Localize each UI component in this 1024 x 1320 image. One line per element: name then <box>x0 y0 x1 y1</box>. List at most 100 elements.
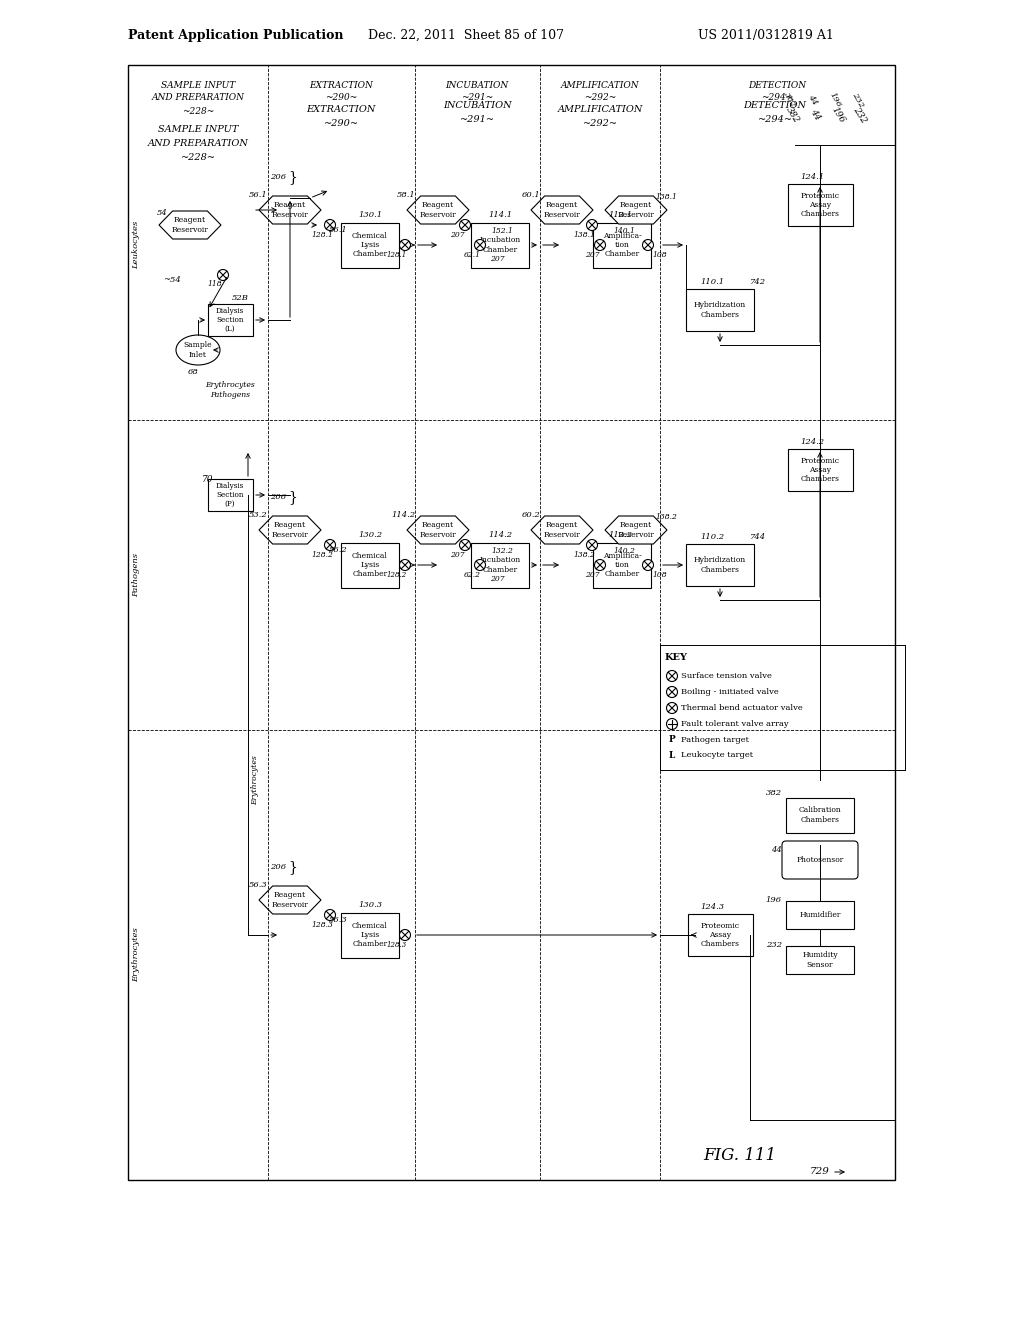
Circle shape <box>325 909 336 920</box>
Text: INCUBATION: INCUBATION <box>445 81 509 90</box>
Text: 128.2: 128.2 <box>311 550 333 558</box>
Text: Fault tolerant valve array: Fault tolerant valve array <box>681 719 788 729</box>
Circle shape <box>474 239 485 251</box>
Text: ~228~: ~228~ <box>180 153 215 162</box>
Text: ~292~: ~292~ <box>584 94 616 103</box>
Text: 44: 44 <box>806 94 818 107</box>
Text: Incubation
Chamber: Incubation Chamber <box>479 557 520 574</box>
Text: }: } <box>288 170 297 183</box>
Text: 114.2: 114.2 <box>488 531 512 539</box>
Text: P: P <box>669 735 676 744</box>
Text: Amplifica-
tion
Chamber: Amplifica- tion Chamber <box>603 232 641 259</box>
Text: ~228~: ~228~ <box>182 107 214 116</box>
FancyBboxPatch shape <box>341 543 399 587</box>
Text: Reagent
Reservoir: Reagent Reservoir <box>544 202 581 219</box>
Text: 56.3: 56.3 <box>249 880 268 888</box>
Text: 232: 232 <box>852 106 868 124</box>
Text: 62.2: 62.2 <box>464 572 480 579</box>
Text: Dialysis
Section
(P): Dialysis Section (P) <box>216 482 244 508</box>
Text: US 2011/0312819 A1: US 2011/0312819 A1 <box>698 29 834 41</box>
Circle shape <box>325 540 336 550</box>
FancyBboxPatch shape <box>786 797 854 833</box>
Text: Erythrocytes: Erythrocytes <box>132 928 140 982</box>
Text: Chemical
Lysis
Chamber: Chemical Lysis Chamber <box>352 552 388 578</box>
Text: 729: 729 <box>810 1167 830 1176</box>
Polygon shape <box>605 195 667 224</box>
Text: 140.2: 140.2 <box>613 546 635 554</box>
Circle shape <box>325 219 336 231</box>
Text: Surface tension valve: Surface tension valve <box>681 672 772 680</box>
Text: 56.3: 56.3 <box>329 916 347 924</box>
Text: ~54: ~54 <box>163 276 181 284</box>
Circle shape <box>667 718 678 730</box>
Text: SAMPLE INPUT: SAMPLE INPUT <box>158 125 239 135</box>
Text: Reagent
Reservoir: Reagent Reservoir <box>544 521 581 539</box>
Text: }: } <box>288 490 297 504</box>
Text: 44: 44 <box>808 108 822 123</box>
Text: Sample
Inlet: Sample Inlet <box>183 342 212 359</box>
Text: 207: 207 <box>450 231 464 239</box>
Text: 62.1: 62.1 <box>464 251 480 259</box>
Text: Reagent
Reservoir: Reagent Reservoir <box>617 521 654 539</box>
FancyBboxPatch shape <box>208 479 253 511</box>
Text: Pathogen target: Pathogen target <box>681 737 749 744</box>
Text: Dec. 22, 2011  Sheet 85 of 107: Dec. 22, 2011 Sheet 85 of 107 <box>368 29 564 41</box>
Text: Proteomic
Assay
Chambers: Proteomic Assay Chambers <box>801 457 840 483</box>
Text: ~290~: ~290~ <box>325 94 357 103</box>
Text: 207: 207 <box>585 251 599 259</box>
Text: 138.1: 138.1 <box>655 193 677 201</box>
Text: 138.1: 138.1 <box>573 231 595 239</box>
Text: Dialysis
Section
(L): Dialysis Section (L) <box>216 306 244 333</box>
Text: 130.2: 130.2 <box>358 531 382 539</box>
Text: 112.2: 112.2 <box>608 531 632 539</box>
Text: 207: 207 <box>490 576 505 583</box>
Text: 382: 382 <box>766 789 782 797</box>
Text: Thermal bend actuator valve: Thermal bend actuator valve <box>681 704 803 711</box>
Circle shape <box>399 929 411 940</box>
Text: 68: 68 <box>187 368 199 376</box>
Text: 56.2: 56.2 <box>329 546 347 554</box>
Text: Boiling - initiated valve: Boiling - initiated valve <box>681 688 778 696</box>
Polygon shape <box>531 516 593 544</box>
Text: Leukocytes: Leukocytes <box>132 220 140 269</box>
Text: 138.2: 138.2 <box>573 550 595 558</box>
FancyBboxPatch shape <box>786 902 854 929</box>
FancyBboxPatch shape <box>782 841 858 879</box>
FancyBboxPatch shape <box>593 543 651 587</box>
Text: 44: 44 <box>771 846 782 854</box>
Circle shape <box>399 560 411 570</box>
Text: 138.2: 138.2 <box>655 513 677 521</box>
Text: 132.2: 132.2 <box>492 546 513 554</box>
Circle shape <box>474 560 485 570</box>
Text: AMPLIFICATION: AMPLIFICATION <box>557 106 643 115</box>
Text: Calibration
Chambers: Calibration Chambers <box>799 807 842 824</box>
FancyBboxPatch shape <box>128 65 895 1180</box>
Circle shape <box>667 686 678 697</box>
Text: ~292~: ~292~ <box>583 120 617 128</box>
Text: 130.1: 130.1 <box>358 211 382 219</box>
Text: Proteomic
Assay
Chambers: Proteomic Assay Chambers <box>801 191 840 218</box>
Text: EXTRACTION: EXTRACTION <box>306 106 376 115</box>
FancyBboxPatch shape <box>787 449 853 491</box>
Text: 232: 232 <box>851 91 865 110</box>
Text: 110.2: 110.2 <box>700 533 724 541</box>
Text: AMPLIFICATION: AMPLIFICATION <box>561 81 639 90</box>
Text: }: } <box>288 861 297 874</box>
FancyBboxPatch shape <box>471 223 529 268</box>
Text: Chemical
Lysis
Chamber: Chemical Lysis Chamber <box>352 232 388 259</box>
Text: KEY: KEY <box>665 653 688 663</box>
Text: Chemical
Lysis
Chamber: Chemical Lysis Chamber <box>352 921 388 948</box>
Text: 128.2: 128.2 <box>387 572 408 579</box>
FancyBboxPatch shape <box>787 183 853 226</box>
FancyBboxPatch shape <box>471 543 529 587</box>
Text: Reagent
Reservoir: Reagent Reservoir <box>617 202 654 219</box>
Text: L: L <box>669 751 675 759</box>
Ellipse shape <box>176 335 220 366</box>
Text: Photosensor: Photosensor <box>797 855 844 865</box>
Polygon shape <box>259 516 321 544</box>
FancyBboxPatch shape <box>687 913 753 956</box>
Text: AND PREPARATION: AND PREPARATION <box>147 140 249 149</box>
Text: Humidifier: Humidifier <box>800 911 841 919</box>
Text: Hybridization
Chambers: Hybridization Chambers <box>694 301 746 318</box>
Text: FIG. 111: FIG. 111 <box>703 1147 776 1163</box>
